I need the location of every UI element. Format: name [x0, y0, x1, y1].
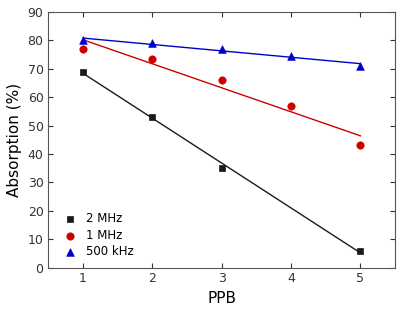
Y-axis label: Absorption (%): Absorption (%): [7, 83, 22, 197]
X-axis label: PPB: PPB: [207, 291, 236, 306]
500 kHz: [218, 46, 225, 51]
500 kHz: [287, 54, 294, 59]
Legend: 2 MHz, 1 MHz, 500 kHz: 2 MHz, 1 MHz, 500 kHz: [54, 208, 137, 262]
500 kHz: [80, 38, 86, 43]
500 kHz: [149, 41, 155, 46]
500 kHz: [356, 64, 363, 69]
2 MHz: [149, 115, 155, 120]
1 MHz: [356, 143, 363, 148]
1 MHz: [80, 46, 86, 51]
1 MHz: [287, 103, 294, 108]
2 MHz: [80, 69, 86, 74]
2 MHz: [218, 166, 225, 171]
1 MHz: [218, 78, 225, 83]
1 MHz: [149, 56, 155, 61]
2 MHz: [356, 248, 363, 253]
